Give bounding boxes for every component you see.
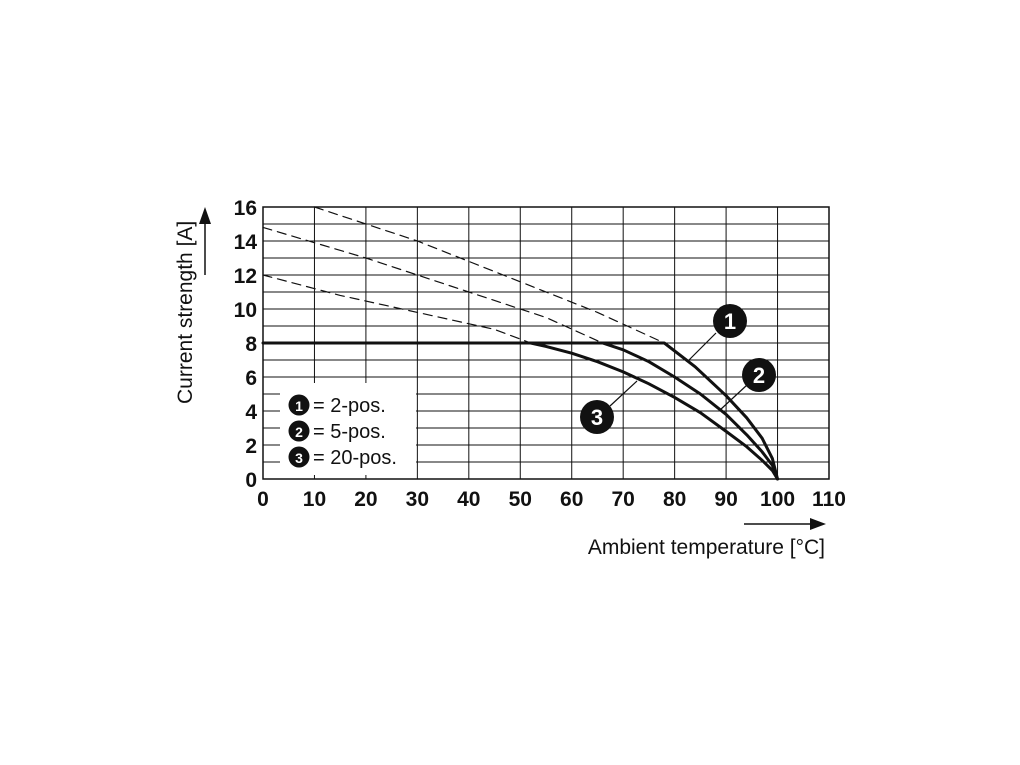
callout-1-leader xyxy=(687,332,717,362)
legend-badge-3-number: 3 xyxy=(295,450,303,466)
callout-3: 3 xyxy=(580,380,638,434)
series-2-dashed-line xyxy=(262,226,604,344)
legend-label-1: = 2-pos. xyxy=(313,395,386,417)
x-tick-label: 70 xyxy=(612,488,635,511)
callout-1: 1 xyxy=(687,304,747,362)
legend-label-2: = 5-pos. xyxy=(313,421,386,443)
y-axis-arrow-head xyxy=(199,207,211,224)
curve-callouts: 1 2 3 xyxy=(580,304,776,434)
series-2-solid-line xyxy=(601,341,779,481)
callout-2-badge xyxy=(742,358,776,392)
x-tick-label: 30 xyxy=(406,488,429,511)
legend-badge-1-number: 1 xyxy=(295,398,303,414)
callout-1-badge xyxy=(713,304,747,338)
legend-badge-3 xyxy=(288,446,310,468)
callout-1-number: 1 xyxy=(724,309,736,334)
x-tick-label: 10 xyxy=(303,488,326,511)
x-tick-label: 50 xyxy=(509,488,532,511)
y-tick-label: 12 xyxy=(234,265,257,288)
x-axis-arrow-head xyxy=(810,518,826,530)
x-tick-label: 40 xyxy=(457,488,480,511)
series-1-dashed-line xyxy=(313,206,665,344)
y-tick-label: 0 xyxy=(245,469,257,492)
legend-item-1: 1 = 2-pos. xyxy=(288,394,386,417)
x-tick-label: 0 xyxy=(257,488,269,511)
legend-badge-2 xyxy=(288,420,310,442)
y-tick-label: 10 xyxy=(234,299,257,322)
legend: 1 = 2-pos. 2 = 5-pos. 3 = 20-pos. xyxy=(280,383,416,475)
x-tick-label: 80 xyxy=(663,488,686,511)
y-axis-label: Current strength [A] xyxy=(174,221,197,404)
legend-item-3: 3 = 20-pos. xyxy=(288,446,397,469)
callout-2: 2 xyxy=(719,358,776,411)
x-axis-title: Ambient temperature [°C] xyxy=(588,518,826,559)
y-tick-label: 6 xyxy=(245,367,257,390)
x-tick-label: 100 xyxy=(760,488,795,511)
callout-2-number: 2 xyxy=(753,363,765,388)
callout-3-number: 3 xyxy=(591,405,603,430)
curves xyxy=(261,206,779,481)
y-tick-label: 16 xyxy=(234,197,257,220)
x-tick-label: 60 xyxy=(560,488,583,511)
callout-3-leader xyxy=(609,380,638,407)
legend-item-2: 2 = 5-pos. xyxy=(288,420,386,443)
y-tick-label: 2 xyxy=(245,435,257,458)
series-3-solid-line xyxy=(529,341,779,481)
x-tick-label: 20 xyxy=(354,488,377,511)
legend-badge-2-number: 2 xyxy=(295,424,303,440)
series-1-solid-line xyxy=(261,341,779,481)
x-tick-label: 90 xyxy=(714,488,737,511)
x-axis-label: Ambient temperature [°C] xyxy=(588,536,825,559)
callout-2-leader xyxy=(719,384,748,411)
series-3-dashed-line xyxy=(262,274,532,344)
y-tick-label: 4 xyxy=(245,401,257,424)
y-tick-label: 8 xyxy=(245,333,257,356)
y-tick-label: 14 xyxy=(234,231,258,254)
legend-label-3: = 20-pos. xyxy=(313,447,397,469)
callout-3-badge xyxy=(580,400,614,434)
legend-badge-1 xyxy=(288,394,310,416)
y-axis-title: Current strength [A] xyxy=(174,207,211,404)
x-tick-label: 110 xyxy=(812,488,846,511)
